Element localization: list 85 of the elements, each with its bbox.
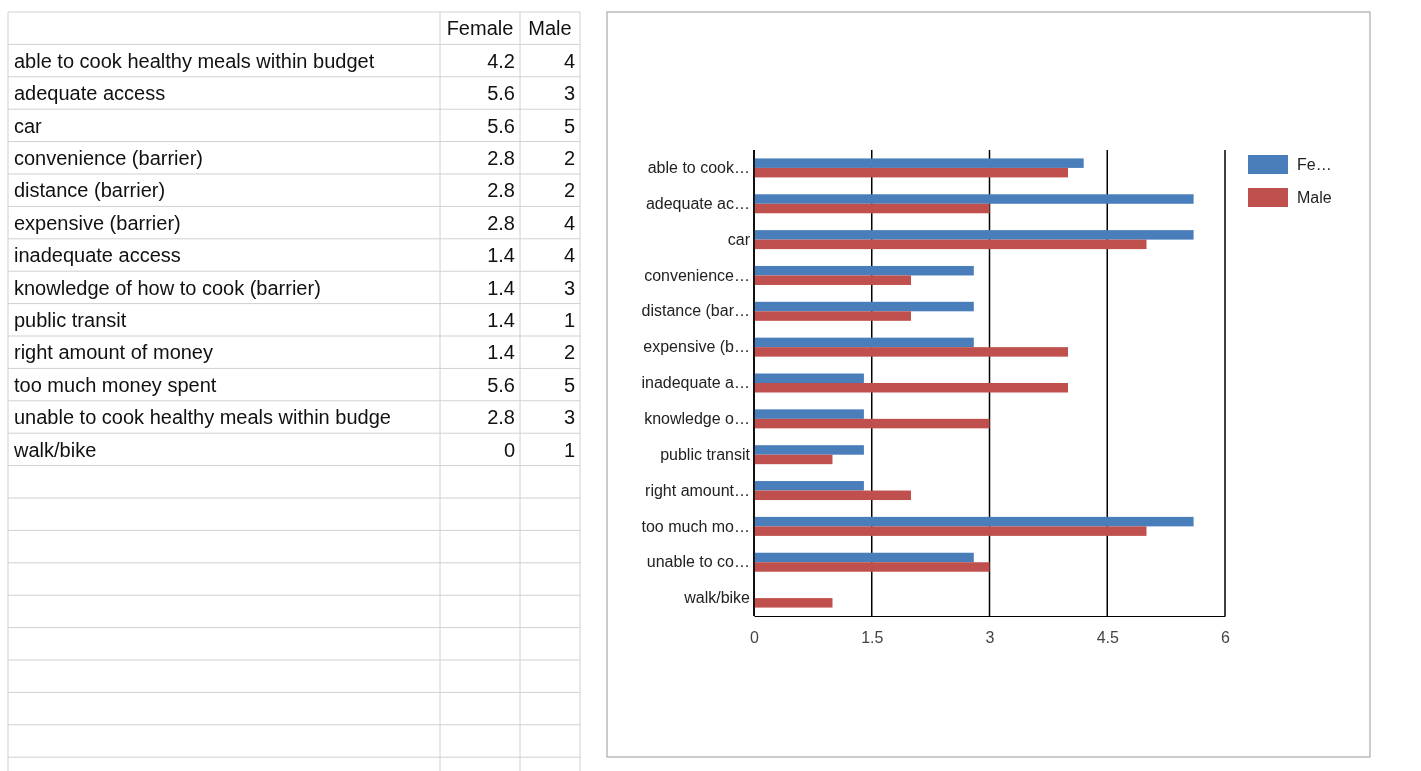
data-label: 1.4 xyxy=(487,308,515,331)
bar xyxy=(754,454,833,465)
y-tick-label: expensive (b… xyxy=(643,338,750,356)
bar xyxy=(754,347,1068,357)
data-label: 4 xyxy=(563,211,575,234)
data-label: 5.6 xyxy=(487,114,515,137)
y-tick-label: unable to cook healthy meals within budge xyxy=(14,406,391,429)
bar xyxy=(754,275,911,285)
x-tick-label: 0 xyxy=(750,629,760,647)
x-tick-label: Female xyxy=(446,17,514,40)
x-tick-label: 1.5 xyxy=(861,629,884,647)
bar xyxy=(754,409,864,419)
y-tick-label: unable to co… xyxy=(646,553,750,571)
x-tick-label: 3 xyxy=(985,629,995,647)
data-label: 2.8 xyxy=(487,406,515,429)
data-label: 1.4 xyxy=(487,341,515,364)
data-label: 4 xyxy=(563,49,575,72)
y-tick-label: walk/bike xyxy=(683,589,751,607)
legend-label: Fe… xyxy=(1297,156,1332,173)
y-tick-label: able to cook healthy meals within budget xyxy=(14,49,375,72)
data-label: 4 xyxy=(563,244,575,267)
y-tick-label: expensive (barrier) xyxy=(14,211,181,234)
data-label: 1.4 xyxy=(487,276,515,299)
bar xyxy=(754,265,974,276)
data-label: 3 xyxy=(563,82,575,105)
y-tick-label: knowledge of how to cook (barrier) xyxy=(14,276,321,299)
bar xyxy=(754,516,1194,527)
y-tick-label: too much money spent xyxy=(14,373,217,396)
bar xyxy=(754,562,990,572)
data-label: 3 xyxy=(563,276,575,299)
data-label: 3 xyxy=(563,406,575,429)
legend-label: Male xyxy=(1297,189,1332,206)
y-tick-label: right amount of money xyxy=(14,341,213,364)
bar xyxy=(754,337,974,348)
data-label: 1.4 xyxy=(487,244,515,267)
data-label: 2 xyxy=(563,146,575,169)
data-label: 1 xyxy=(563,438,575,461)
y-tick-label: adequate access xyxy=(14,82,166,105)
y-tick-label: adequate ac… xyxy=(645,194,750,212)
bar xyxy=(754,490,911,501)
data-label: 1 xyxy=(563,308,575,331)
data-label: 2 xyxy=(563,179,575,202)
data-label: 2.8 xyxy=(487,146,515,169)
bar xyxy=(754,230,1194,240)
y-tick-label: right amount… xyxy=(645,481,750,499)
bar xyxy=(754,481,864,491)
data-label: 2 xyxy=(563,341,575,364)
y-tick-label: distance (barrier) xyxy=(14,179,166,202)
bar xyxy=(754,301,974,312)
data-label: 4.2 xyxy=(487,49,515,72)
y-tick-label: convenience… xyxy=(644,266,750,284)
bar xyxy=(754,158,1084,168)
x-tick-label: 6 xyxy=(1221,629,1231,647)
data-label: 2.8 xyxy=(487,179,515,202)
bar xyxy=(754,194,1194,204)
y-tick-label: public transit xyxy=(660,445,751,463)
bar xyxy=(754,598,833,608)
bar xyxy=(754,239,1147,250)
y-tick-label: knowledge o… xyxy=(644,409,750,427)
bar xyxy=(754,526,1147,536)
y-tick-label: too much mo… xyxy=(641,517,750,535)
data-label: 5 xyxy=(563,114,575,137)
bar xyxy=(754,373,864,383)
bar xyxy=(754,445,864,455)
bar xyxy=(754,311,911,321)
y-tick-label: public transit xyxy=(14,308,127,331)
data-label: 0 xyxy=(503,438,515,461)
y-tick-label: walk/bike xyxy=(13,438,97,461)
bar xyxy=(754,167,1068,178)
bar xyxy=(754,418,990,429)
y-tick-label: distance (bar… xyxy=(641,302,750,320)
data-label: 5.6 xyxy=(487,373,515,396)
data-label: 2.8 xyxy=(487,211,515,234)
y-tick-label: inadequate a… xyxy=(641,374,750,392)
y-tick-label: convenience (barrier) xyxy=(14,146,203,169)
bar xyxy=(754,203,990,214)
x-tick-label: 4.5 xyxy=(1096,629,1119,647)
y-tick-label: able to cook… xyxy=(647,159,750,177)
y-tick-label: car xyxy=(727,230,751,248)
y-tick-label: inadequate access xyxy=(14,244,181,267)
data-label: 5.6 xyxy=(487,82,515,105)
bar xyxy=(754,383,1068,393)
y-tick-label: car xyxy=(14,114,43,137)
data-label: 5 xyxy=(563,373,575,396)
bar xyxy=(754,552,974,563)
